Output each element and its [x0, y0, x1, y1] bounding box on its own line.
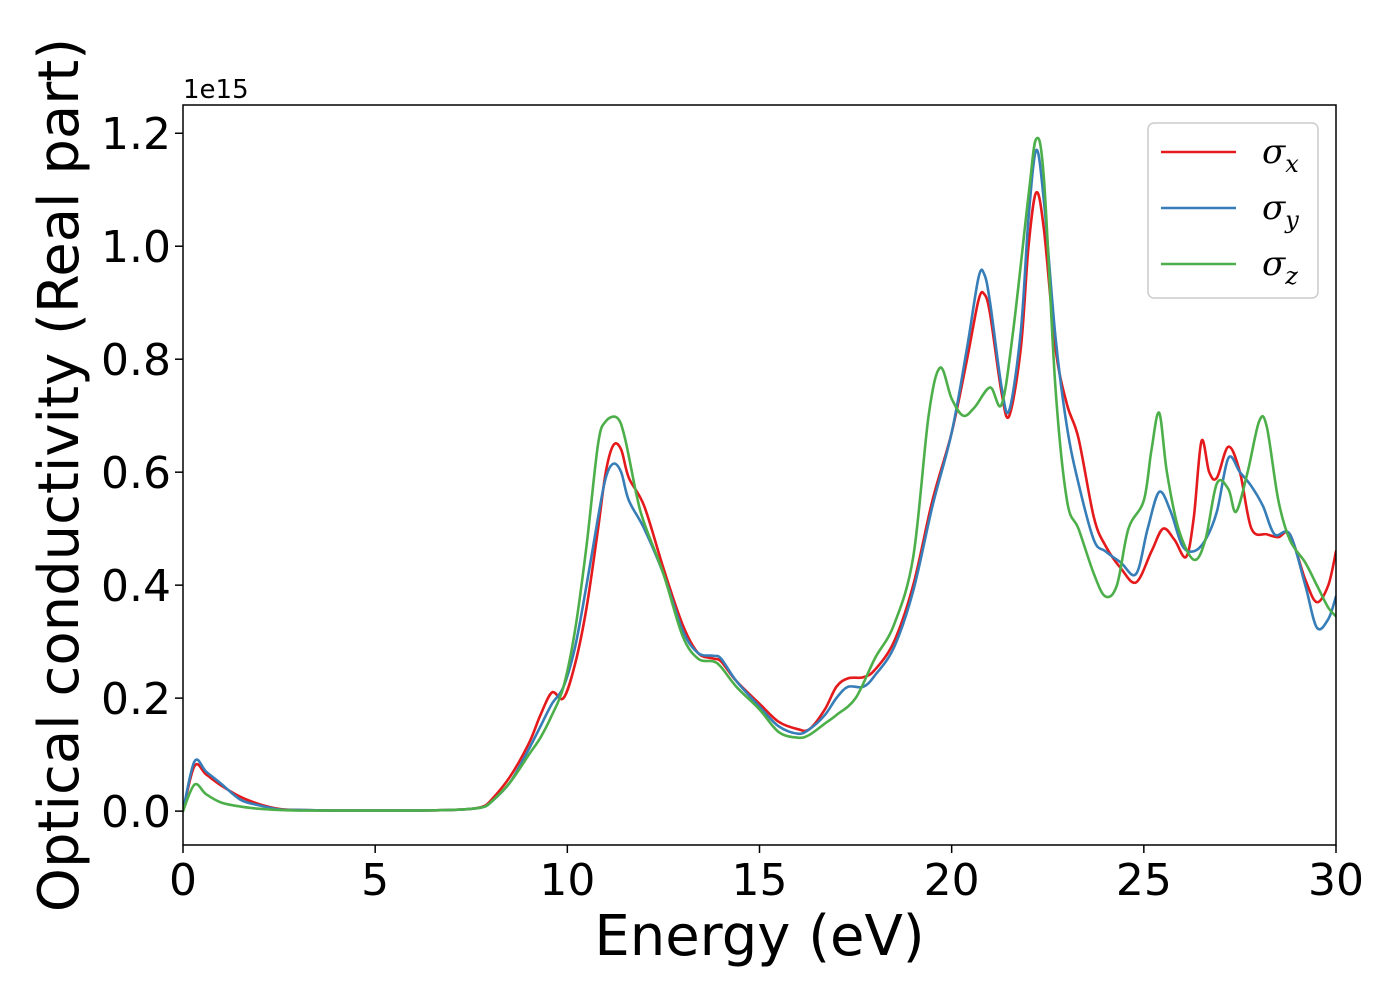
series-layer — [183, 136, 1336, 813]
legend-subscript: x — [1285, 150, 1299, 178]
legend-subscript: z — [1284, 262, 1298, 290]
y-axis-offset-label: 1e15 — [183, 75, 249, 105]
x-tick-label: 5 — [361, 855, 389, 906]
x-tick-label: 0 — [169, 855, 197, 906]
legend-symbol: σ — [1262, 244, 1286, 284]
plot-background — [183, 105, 1336, 845]
legend-label-x: σx — [1262, 132, 1299, 178]
legend-symbol: σ — [1262, 132, 1286, 172]
x-tick-label: 25 — [1116, 855, 1172, 906]
y-tick-label: 0.8 — [101, 335, 171, 386]
legend-symbol: σ — [1262, 188, 1286, 228]
legend-label-y: σy — [1262, 188, 1299, 234]
x-tick-label: 30 — [1308, 855, 1364, 906]
series-line-z — [183, 136, 1336, 813]
y-axis-ticks: 0.0 0.2 0.4 0.6 0.8 1.0 1.2 — [101, 109, 183, 838]
legend-subscript: y — [1284, 206, 1299, 234]
y-tick-label: 0.0 — [101, 787, 171, 838]
y-tick-label: 1.2 — [101, 109, 171, 160]
x-axis-ticks: 0 5 10 15 20 25 30 — [169, 845, 1364, 906]
x-tick-label: 10 — [539, 855, 595, 906]
y-tick-label: 1.0 — [101, 222, 171, 273]
y-axis-label: Optical conductivity (Real part) — [27, 38, 92, 912]
x-tick-label: 15 — [732, 855, 788, 906]
y-tick-label: 0.2 — [101, 674, 171, 725]
y-tick-label: 0.6 — [101, 448, 171, 499]
x-axis-label: Energy (eV) — [594, 904, 924, 969]
x-tick-label: 20 — [924, 855, 980, 906]
y-tick-label: 0.4 — [101, 561, 171, 612]
legend-label-z: σz — [1262, 244, 1298, 290]
legend-frame — [1147, 122, 1319, 299]
